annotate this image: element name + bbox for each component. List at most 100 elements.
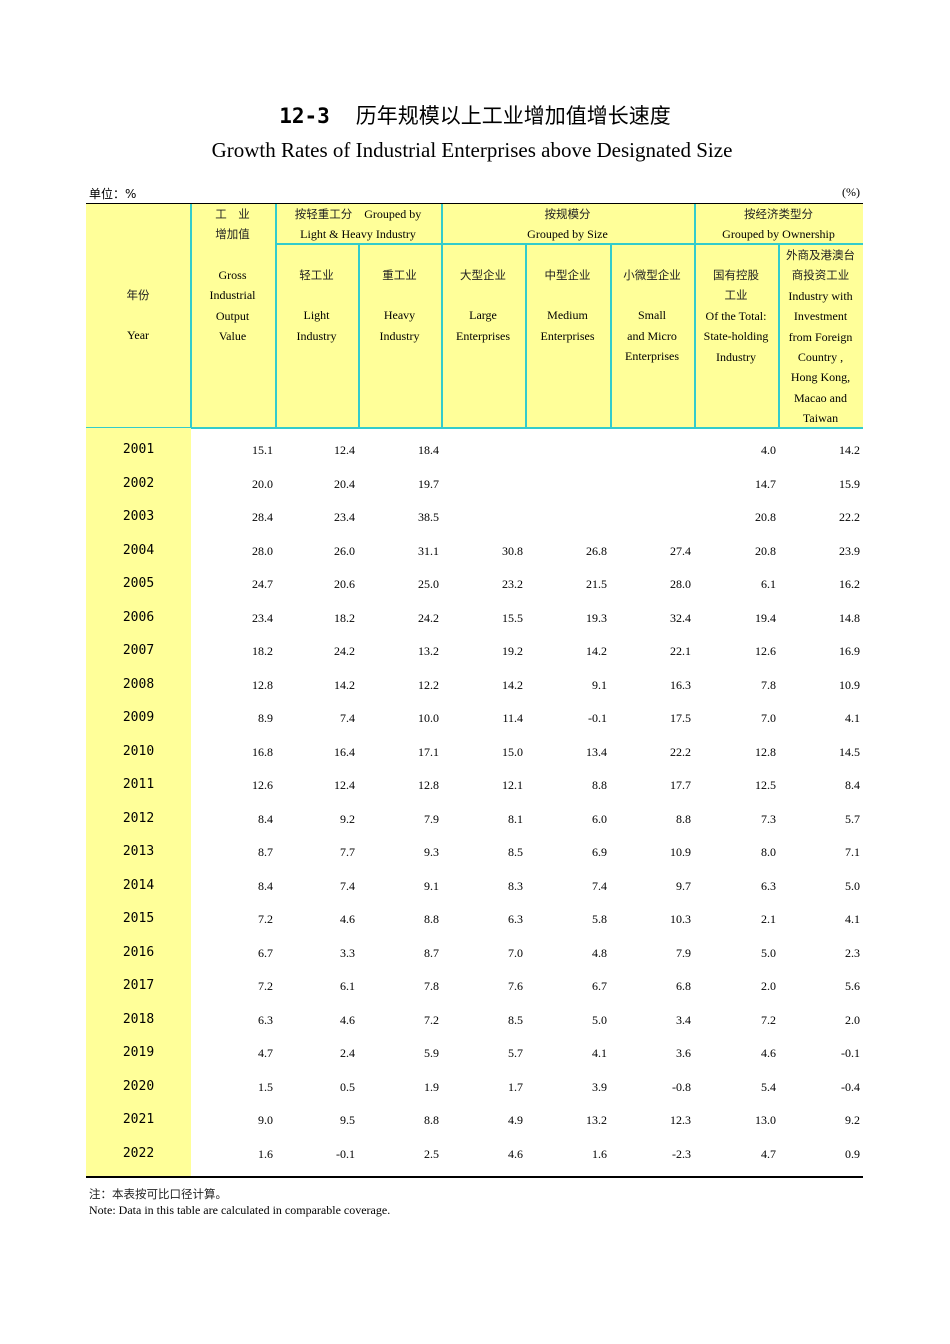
table-cell: 1.6 <box>258 1146 273 1161</box>
table-header: 年份 Year 工 业增加值 Gross Industrial Output Value … <box>86 203 863 429</box>
table-cell: 16.2 <box>839 577 860 591</box>
small-en: and Micro <box>627 328 677 343</box>
row-year: 2004 <box>122 542 155 558</box>
table-cell: 8.0 <box>761 845 776 859</box>
note-en: Note: Data in this table are calculated … <box>89 1203 391 1217</box>
table-cell: 0.9 <box>845 1146 860 1161</box>
table-bottom-rule <box>86 1176 863 1178</box>
group-lh-en2: Light & Heavy Industry <box>300 227 416 242</box>
page-title-en: Growth Rates of Industrial Enterprises a… <box>211 138 733 162</box>
table-cell: 28.4 <box>252 510 273 524</box>
table-cell: 19.4 <box>755 610 776 625</box>
table-cell: 20.4 <box>334 476 355 491</box>
table-cell: 23.9 <box>839 543 860 558</box>
table-cell: 25.0 <box>418 577 439 591</box>
table-cell: 5.8 <box>592 912 607 926</box>
row-year: 2015 <box>122 911 155 926</box>
table-cell: 6.9 <box>592 845 607 859</box>
group-size-en: Grouped by Size <box>527 227 608 242</box>
table-cell: 32.4 <box>670 610 691 625</box>
table-cell: 10.3 <box>670 912 691 926</box>
table-cell: 5.4 <box>761 1079 776 1094</box>
table-cell: 22.2 <box>839 510 860 524</box>
table-cell: 24.2 <box>418 610 439 625</box>
grid-line <box>610 244 612 427</box>
table-cell: 9.2 <box>845 1113 860 1127</box>
table-cell: 8.8 <box>424 912 439 926</box>
state-cn: 国有控股 <box>713 268 759 282</box>
table-cell: 38.5 <box>418 510 439 524</box>
table-cell: 4.1 <box>845 711 860 725</box>
row-year: 2012 <box>122 810 155 826</box>
table-cell: 6.7 <box>592 979 607 993</box>
state-en: State-holding <box>703 329 769 344</box>
table-cell: 3.9 <box>592 1079 607 1094</box>
row-year: 2006 <box>122 609 155 625</box>
group-lh-en1: Grouped by <box>364 207 422 221</box>
gross-cn1: 工 业 <box>215 207 250 221</box>
row-year: 2005 <box>122 576 155 591</box>
table-cell: 15.5 <box>502 610 523 625</box>
table-cell: 5.0 <box>592 1012 607 1027</box>
table-cell: 4.0 <box>761 443 776 457</box>
table-cell: 10.9 <box>839 677 860 692</box>
state-cn: 工业 <box>724 288 748 303</box>
table-cell: 2.1 <box>761 912 776 926</box>
header-state: 国有控股 工业 Of the Total: State-holding Industry <box>694 265 778 367</box>
state-en: Industry <box>716 349 756 364</box>
table-cell: -0.1 <box>841 1046 860 1060</box>
light-en: Industry <box>296 328 337 343</box>
table-cell: 7.9 <box>676 945 691 960</box>
table-cell: 2.0 <box>845 1012 860 1027</box>
header-year: 年份 Year <box>86 285 190 346</box>
light-en: Light <box>303 308 330 323</box>
table-cell: 3.3 <box>340 945 355 960</box>
foreign-en: Hong Kong, <box>790 370 851 385</box>
table-cell: 16.9 <box>839 644 860 658</box>
header-gross: 工 业增加值 Gross Industrial Output Value <box>190 204 275 346</box>
gross-en: Gross <box>218 267 247 282</box>
table-cell: 8.8 <box>676 811 691 826</box>
table-cell: -0.1 <box>588 711 607 725</box>
table-cell: 14.2 <box>334 677 355 692</box>
table-cell: 12.6 <box>755 644 776 658</box>
table-cell: 7.4 <box>340 711 355 725</box>
table-cell: 16.3 <box>670 677 691 692</box>
table-cell: 6.3 <box>761 878 776 893</box>
table-cell: 30.8 <box>502 543 523 558</box>
table-cell: 19.3 <box>586 610 607 625</box>
row-year: 2001 <box>122 442 155 457</box>
row-year: 2008 <box>122 676 155 692</box>
gross-en: Value <box>218 329 247 344</box>
year-en: Year <box>126 328 150 343</box>
table-cell: 8.8 <box>592 778 607 792</box>
table-cell: 12.5 <box>755 778 776 792</box>
table-cell: -2.3 <box>672 1146 691 1161</box>
group-own-cn: 按经济类型分 <box>744 207 813 221</box>
title-cn-text: 历年规模以上工业增加值增长速度 <box>355 104 671 128</box>
table-cell: 14.7 <box>755 476 776 491</box>
table-cell: 28.0 <box>252 543 273 558</box>
table-cell: 9.1 <box>592 677 607 692</box>
table-cell: 1.9 <box>424 1079 439 1094</box>
table-cell: 4.6 <box>340 912 355 926</box>
table-cell: -0.1 <box>336 1146 355 1161</box>
table-cell: 4.6 <box>340 1012 355 1027</box>
table-cell: 7.6 <box>508 979 523 993</box>
table-cell: 4.1 <box>592 1046 607 1060</box>
table-cell: 24.2 <box>334 644 355 658</box>
table-cell: 14.2 <box>502 677 523 692</box>
heavy-cn: 重工业 <box>382 268 417 282</box>
table-cell: 15.0 <box>502 744 523 759</box>
table-cell: 13.2 <box>418 644 439 658</box>
foreign-en: Taiwan <box>802 411 839 426</box>
row-year: 2020 <box>122 1078 155 1094</box>
table-cell: 18.4 <box>418 443 439 457</box>
year-cn: 年份 <box>126 288 150 302</box>
table-cell: 6.8 <box>676 979 691 993</box>
grid-line <box>358 244 360 427</box>
table-cell: 6.1 <box>340 979 355 993</box>
table-cell: 17.5 <box>670 711 691 725</box>
table-cell: 19.2 <box>502 644 523 658</box>
table-cell: 22.2 <box>670 744 691 759</box>
